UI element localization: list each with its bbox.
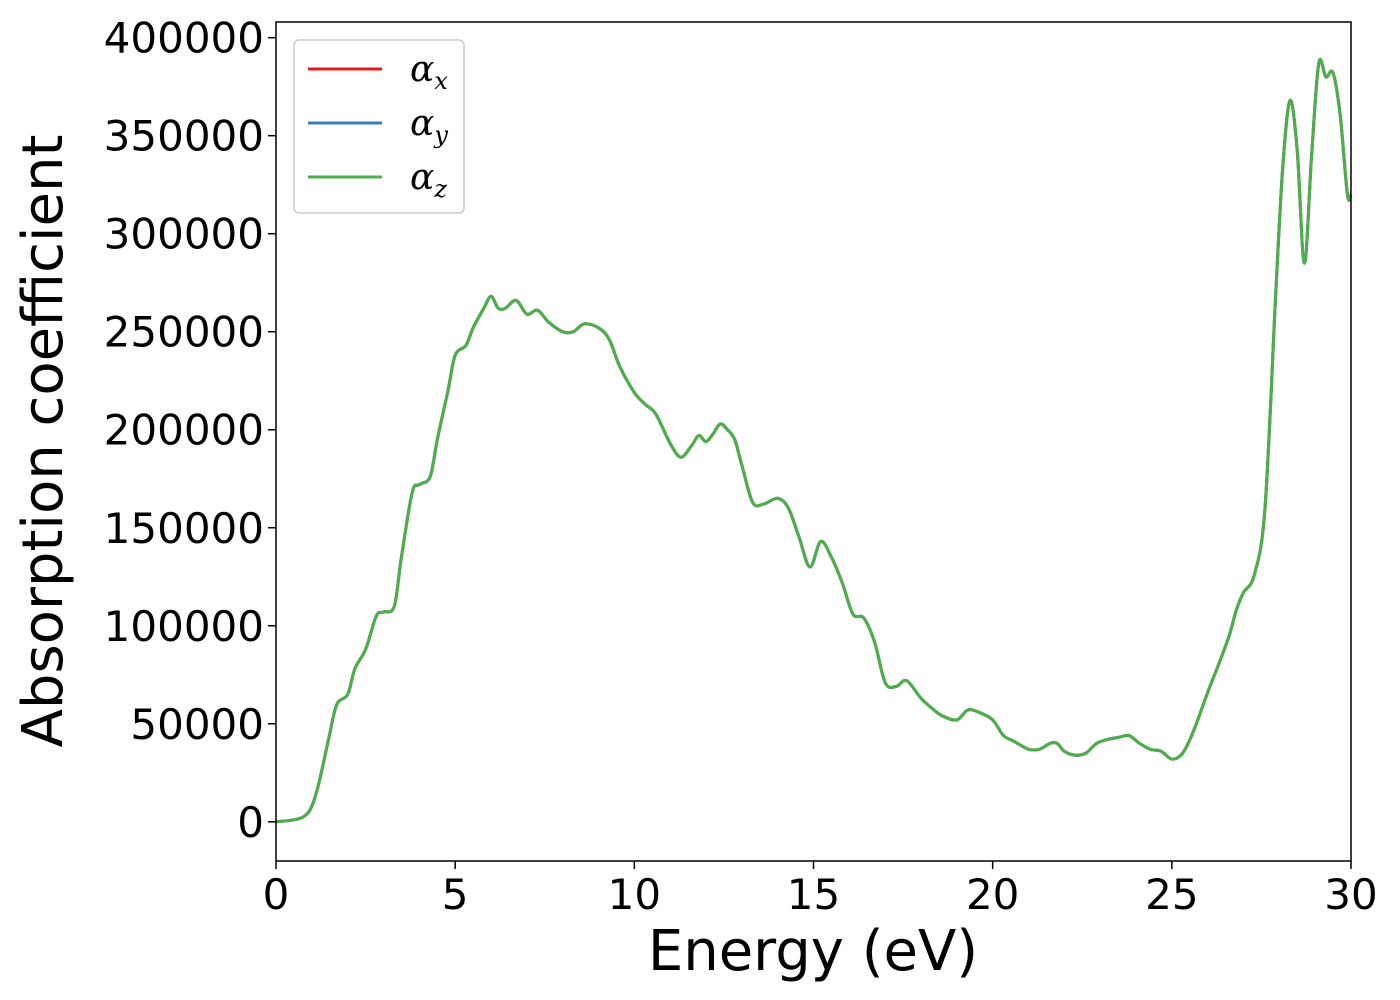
y-axis-title: Absorption coefficient [11,135,76,748]
y-tick-label: 150000 [104,504,264,553]
x-axis-title: Energy (eV) [648,919,978,984]
series-layer [275,58,1353,824]
y-tick-label: 200000 [104,406,264,455]
y-tick-label: 400000 [104,14,264,63]
x-tick-label: 20 [966,870,1019,919]
x-tick-label: 0 [263,870,290,919]
y-tick-label: 300000 [104,210,264,259]
y-tick-label: 0 [237,798,264,847]
series-line-2 [275,58,1353,824]
legend-frame [293,39,465,214]
y-axis: 0 50000 100000 150000 200000 250000 300000 3500… [104,14,276,847]
y-tick-label: 350000 [104,112,264,161]
x-tick-label: 5 [442,870,469,919]
x-tick-label: 30 [1324,870,1377,919]
y-tick-label: 250000 [104,308,264,357]
x-tick-label: 25 [1145,870,1198,919]
x-axis: 0 5 10 15 20 25 30 [263,861,1378,919]
y-tick-label: 50000 [130,700,264,749]
y-tick-label: 100000 [104,602,264,651]
legend-label-y: αy [410,103,448,149]
x-tick-label: 10 [608,870,661,919]
x-tick-label: 15 [787,870,840,919]
